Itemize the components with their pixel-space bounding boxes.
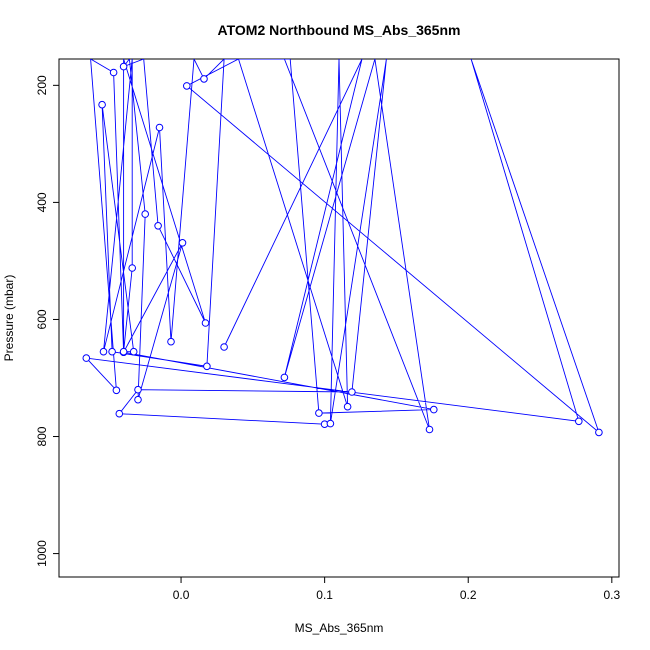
data-point — [575, 417, 583, 426]
data-point — [326, 419, 335, 428]
data-point — [119, 347, 128, 356]
data-point — [134, 395, 142, 404]
data-point — [128, 264, 136, 272]
data-point — [595, 428, 603, 437]
data-point — [119, 62, 128, 71]
plot-area — [82, 59, 603, 437]
data-point — [430, 405, 438, 414]
data-point — [280, 373, 289, 382]
data-point — [99, 347, 108, 356]
data-point — [134, 385, 142, 394]
data-point — [141, 210, 149, 218]
y-axis-label: Pressure (mbar) — [2, 275, 16, 362]
x-axis-label: MS_Abs_365nm — [295, 621, 384, 635]
y-tick-label: 800 — [35, 426, 49, 446]
data-point — [108, 347, 116, 356]
data-point — [203, 362, 211, 371]
data-point — [115, 409, 124, 418]
data-point — [200, 75, 208, 83]
y-axis: 200 400 600 800 1000 — [35, 75, 59, 567]
data-point — [348, 388, 356, 396]
x-axis: 0.0 0.1 0.2 0.3 — [173, 577, 620, 602]
data-point — [201, 319, 210, 327]
data-point — [109, 68, 118, 77]
data-point — [425, 425, 434, 434]
data-point — [183, 82, 191, 90]
y-tick-label: 600 — [35, 309, 49, 329]
x-tick-label: 0.0 — [173, 588, 190, 602]
data-point — [112, 386, 121, 395]
data-point — [82, 354, 91, 362]
x-tick-label: 0.3 — [603, 588, 620, 602]
y-tick-label: 400 — [35, 192, 49, 212]
data-point — [315, 409, 323, 417]
data-point — [129, 347, 138, 356]
x-tick-label: 0.1 — [316, 588, 333, 602]
data-point — [178, 239, 187, 247]
data-point — [98, 100, 106, 109]
chart-title: ATOM2 Northbound MS_Abs_365nm — [218, 22, 461, 38]
data-point — [167, 337, 175, 346]
y-tick-label: 200 — [35, 75, 49, 95]
data-point — [154, 222, 162, 230]
data-point — [220, 343, 228, 351]
x-tick-label: 0.2 — [460, 588, 477, 602]
data-point — [343, 402, 352, 411]
data-point — [155, 123, 164, 132]
y-tick-label: 1000 — [35, 540, 49, 567]
